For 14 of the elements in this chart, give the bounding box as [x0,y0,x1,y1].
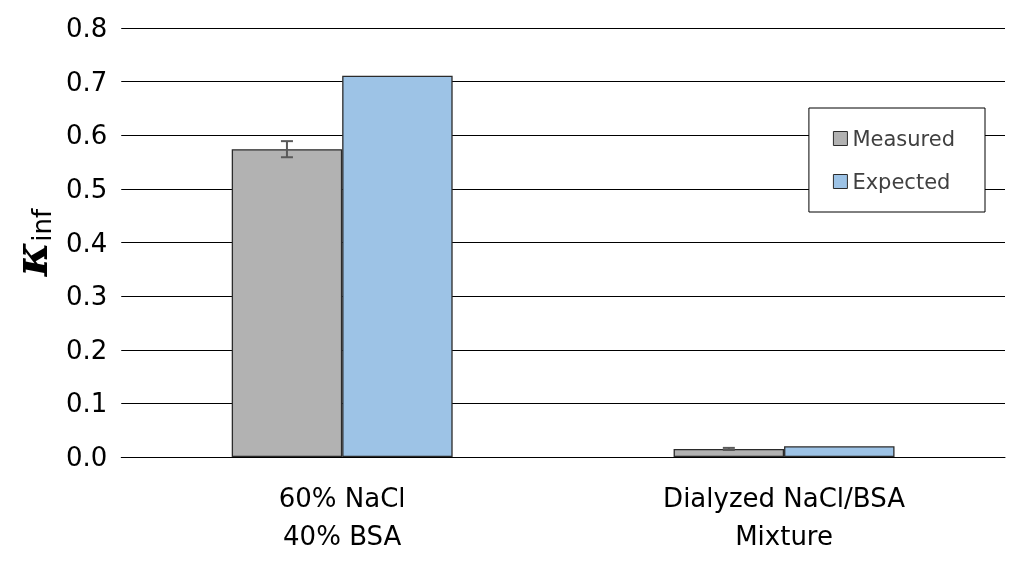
y-axis-title: κinf [4,207,58,278]
y-tick-label: 0.2 [65,334,108,365]
legend-label: Measured [852,126,956,151]
y-tick-label: 0.6 [65,120,108,151]
x-tick-label: 60% NaCl 40% BSA [278,483,406,551]
y-tick-label: 0.3 [65,281,108,312]
y-tick-label: 0.1 [65,388,108,419]
x-tick-label: Dialyzed NaCl/BSA Mixture [663,483,906,551]
y-tick-label: 0.0 [65,442,108,472]
y-tick-label: 0.4 [65,227,108,258]
y-tick-label: 0.7 [65,66,108,97]
legend-label: Expected [852,169,951,194]
y-tick-label: 0.8 [65,13,108,43]
y-tick-label: 0.5 [65,173,108,204]
